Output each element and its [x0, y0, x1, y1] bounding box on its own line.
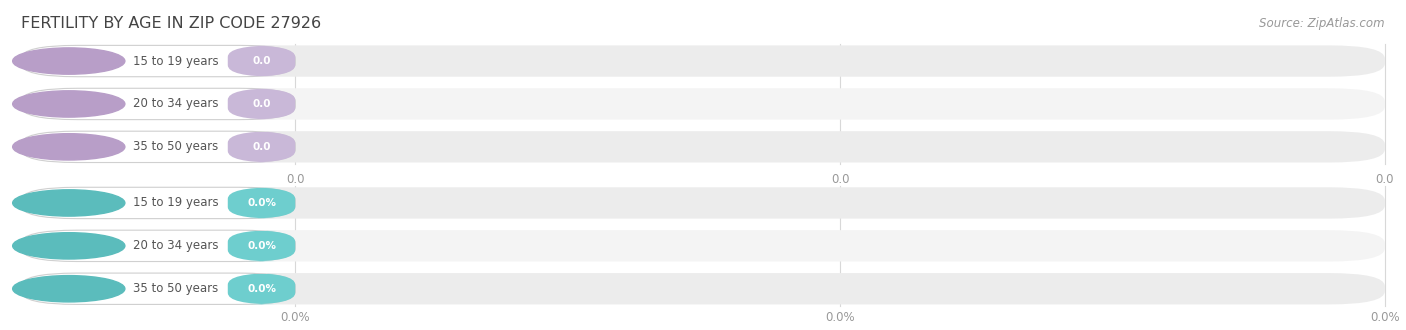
FancyBboxPatch shape [21, 88, 1385, 119]
Text: Source: ZipAtlas.com: Source: ZipAtlas.com [1260, 16, 1385, 29]
Circle shape [13, 91, 125, 117]
Text: FERTILITY BY AGE IN ZIP CODE 27926: FERTILITY BY AGE IN ZIP CODE 27926 [21, 16, 321, 31]
Text: 0.0%: 0.0% [247, 198, 276, 208]
Circle shape [13, 276, 125, 302]
FancyBboxPatch shape [21, 131, 1385, 162]
FancyBboxPatch shape [21, 273, 1385, 304]
Text: 35 to 50 years: 35 to 50 years [134, 282, 218, 295]
Circle shape [13, 48, 125, 74]
FancyBboxPatch shape [21, 131, 295, 162]
FancyBboxPatch shape [21, 187, 295, 218]
Circle shape [13, 233, 125, 259]
FancyBboxPatch shape [21, 45, 1385, 77]
FancyBboxPatch shape [21, 273, 295, 304]
FancyBboxPatch shape [21, 45, 295, 77]
Text: 0.0%: 0.0% [1369, 311, 1400, 324]
Text: 0.0: 0.0 [252, 56, 271, 66]
Text: 15 to 19 years: 15 to 19 years [134, 54, 219, 68]
Text: 0.0: 0.0 [252, 99, 271, 109]
Text: 0.0%: 0.0% [280, 311, 311, 324]
Text: 0.0%: 0.0% [825, 311, 855, 324]
Text: 35 to 50 years: 35 to 50 years [134, 140, 218, 153]
FancyBboxPatch shape [21, 187, 1385, 218]
FancyBboxPatch shape [21, 88, 295, 119]
Text: 20 to 34 years: 20 to 34 years [134, 97, 219, 111]
FancyBboxPatch shape [228, 131, 295, 162]
FancyBboxPatch shape [228, 187, 295, 218]
Text: 0.0: 0.0 [285, 173, 305, 186]
FancyBboxPatch shape [21, 230, 1385, 261]
Circle shape [13, 190, 125, 216]
Text: 0.0: 0.0 [831, 173, 849, 186]
Text: 0.0%: 0.0% [247, 284, 276, 294]
Circle shape [13, 134, 125, 160]
Text: 0.0: 0.0 [252, 142, 271, 152]
FancyBboxPatch shape [228, 88, 295, 119]
Text: 0.0: 0.0 [1375, 173, 1395, 186]
Text: 0.0%: 0.0% [247, 241, 276, 251]
Text: 20 to 34 years: 20 to 34 years [134, 239, 219, 252]
FancyBboxPatch shape [228, 230, 295, 261]
FancyBboxPatch shape [228, 45, 295, 77]
FancyBboxPatch shape [228, 273, 295, 304]
Text: 15 to 19 years: 15 to 19 years [134, 196, 219, 210]
FancyBboxPatch shape [21, 230, 295, 261]
